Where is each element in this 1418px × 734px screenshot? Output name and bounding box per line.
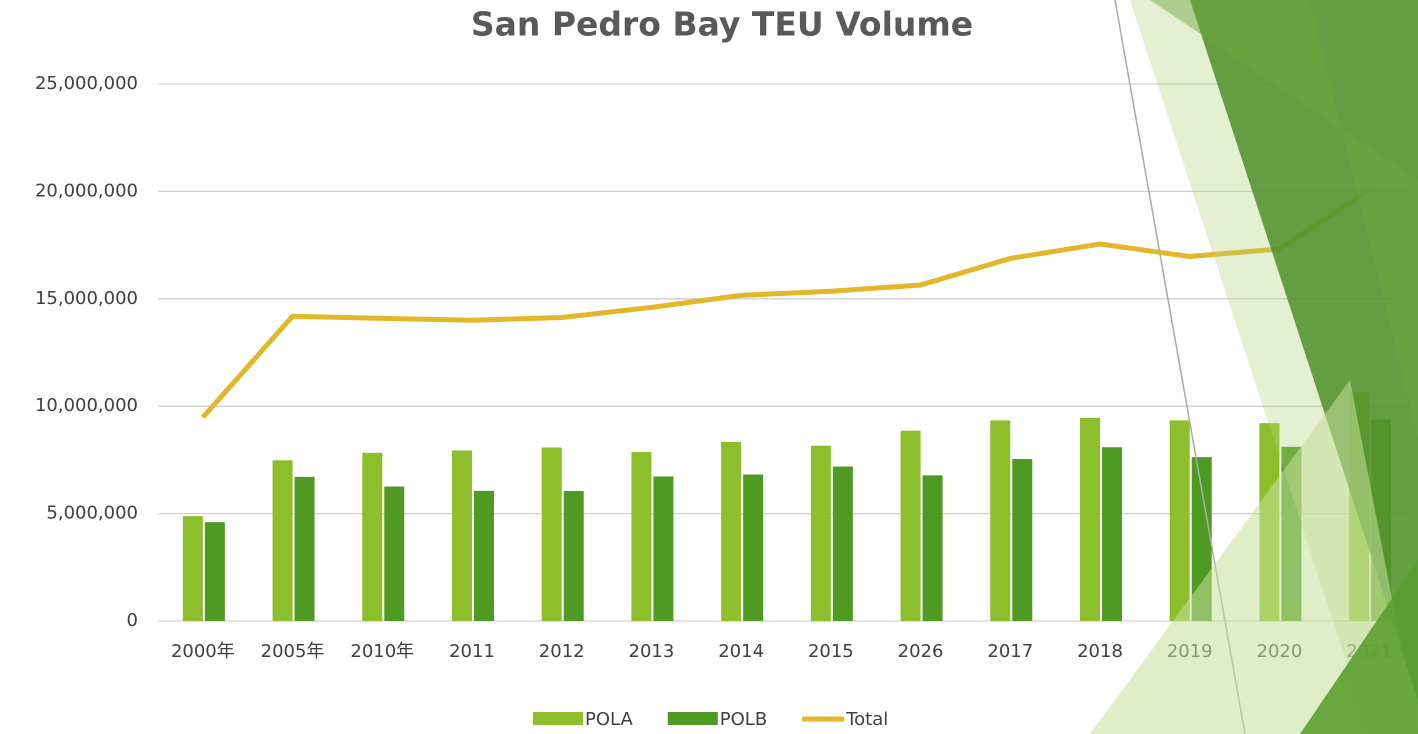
legend: POLA POLB Total bbox=[533, 709, 888, 730]
bar bbox=[205, 522, 225, 621]
y-tick-label: 15,000,000 bbox=[35, 288, 138, 309]
x-tick-label: 2011 bbox=[449, 641, 495, 662]
x-tick-label: 2005年 bbox=[261, 641, 325, 662]
bar bbox=[653, 476, 673, 621]
x-tick-label: 2010年 bbox=[350, 641, 414, 662]
bar bbox=[631, 452, 651, 621]
x-tick-label: 2013 bbox=[629, 641, 675, 662]
chart-title: San Pedro Bay TEU Volume bbox=[471, 5, 973, 44]
y-tick-label: 10,000,000 bbox=[35, 395, 138, 416]
bar bbox=[542, 447, 562, 621]
legend-label: Total bbox=[845, 709, 888, 730]
x-tick-label: 2015 bbox=[808, 641, 854, 662]
bar bbox=[1170, 420, 1190, 621]
x-tick-label: 2018 bbox=[1077, 641, 1123, 662]
bar bbox=[183, 516, 203, 621]
x-tick-label: 2014 bbox=[718, 641, 764, 662]
bar bbox=[273, 460, 293, 621]
legend-label: POLA bbox=[585, 709, 633, 730]
bar bbox=[990, 420, 1010, 621]
bar bbox=[1102, 447, 1122, 621]
bar bbox=[721, 442, 741, 621]
y-tick-label: 0 bbox=[127, 610, 138, 631]
x-tick-label: 2012 bbox=[539, 641, 585, 662]
x-tick-label: 2017 bbox=[987, 641, 1033, 662]
bar bbox=[1080, 418, 1100, 621]
line bbox=[203, 190, 1369, 417]
y-tick-label: 5,000,000 bbox=[46, 503, 138, 524]
legend-label: POLB bbox=[720, 709, 767, 730]
bar bbox=[901, 431, 921, 621]
bar bbox=[564, 491, 584, 621]
decoration bbox=[1090, 0, 1418, 734]
bar bbox=[743, 475, 763, 621]
x-tick-label: 2000年 bbox=[171, 641, 235, 662]
y-tick-label: 20,000,000 bbox=[35, 180, 138, 201]
y-tick-label: 25,000,000 bbox=[35, 73, 138, 94]
bar bbox=[362, 453, 382, 621]
bar bbox=[923, 475, 943, 621]
bar bbox=[384, 487, 404, 621]
legend-swatch bbox=[668, 712, 718, 725]
bar bbox=[833, 467, 853, 621]
bar bbox=[452, 450, 472, 621]
bar bbox=[295, 477, 315, 621]
x-tick-label: 2026 bbox=[898, 641, 944, 662]
bar bbox=[1012, 459, 1032, 621]
bar bbox=[474, 491, 494, 621]
legend-swatch bbox=[533, 712, 583, 725]
bar bbox=[811, 446, 831, 621]
chart: San Pedro Bay TEU Volume 0 5,000,000 10,00… bbox=[0, 0, 1418, 734]
